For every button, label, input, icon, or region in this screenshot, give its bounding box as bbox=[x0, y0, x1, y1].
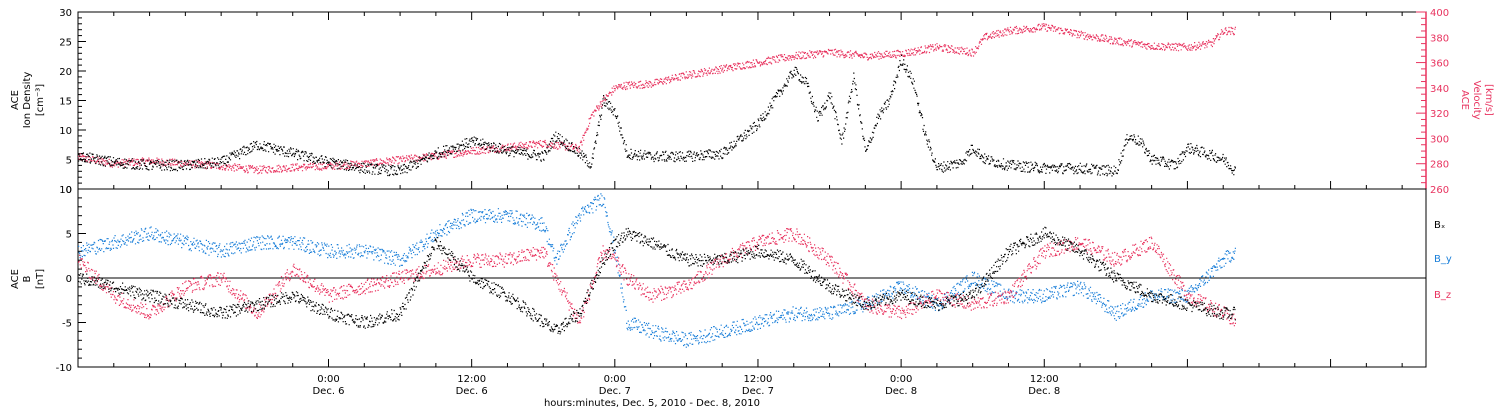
top-left-tick-label: 10 bbox=[59, 126, 72, 137]
bottom-panel-series bbox=[78, 193, 1236, 348]
top-left-tick-label: 5 bbox=[66, 156, 72, 167]
velocity-ylabel-line3: [km/s] bbox=[1483, 84, 1494, 116]
top-panel-density-velocity: 0 5 10 15 20 25 30 260 280 300 320 340 360 380 400 AC… bbox=[10, 8, 1494, 196]
bfield-ylabel-line2: B bbox=[22, 275, 33, 282]
series-density bbox=[78, 54, 1236, 177]
legend-bx: Bₓ bbox=[1434, 220, 1445, 231]
series-points-bx bbox=[78, 226, 1236, 335]
bottom-left-tick-label: 10 bbox=[59, 185, 72, 196]
bottom-left-tick-label: 5 bbox=[66, 230, 72, 241]
x-tick-time-label: 0:00 bbox=[604, 374, 626, 385]
series-bz bbox=[78, 228, 1236, 327]
top-left-tick-label: 20 bbox=[59, 67, 72, 78]
top-right-tick-label: 340 bbox=[1430, 84, 1449, 95]
x-tick-day-label: Dec. 7 bbox=[599, 386, 631, 397]
x-tick-time-label: 0:00 bbox=[317, 374, 339, 385]
series-points-bz bbox=[78, 228, 1236, 327]
top-right-tick-label: 360 bbox=[1430, 59, 1449, 70]
legend-by: B_y bbox=[1434, 254, 1452, 265]
series-by bbox=[78, 193, 1236, 348]
top-left-tick-label: 25 bbox=[59, 38, 72, 49]
top-left-tick-label: 15 bbox=[59, 97, 72, 108]
x-tick-time-label: 12:00 bbox=[457, 374, 486, 385]
top-right-tick-label: 280 bbox=[1430, 160, 1449, 171]
density-ylabel-line2: Ion Density bbox=[22, 72, 33, 129]
x-axis-ticks bbox=[77, 12, 1403, 367]
top-right-axis-ticks: 260 280 300 320 340 360 380 400 bbox=[1416, 8, 1449, 196]
top-right-tick-label: 300 bbox=[1430, 134, 1449, 145]
top-left-axis-ticks: 0 5 10 15 20 25 30 bbox=[59, 8, 86, 196]
density-ylabel-line3: [cm⁻³] bbox=[35, 84, 46, 116]
top-right-tick-label: 400 bbox=[1430, 8, 1449, 19]
legend-bz: B_z bbox=[1434, 290, 1451, 301]
series-velocity bbox=[78, 23, 1236, 175]
series-points-by bbox=[78, 193, 1236, 348]
series-bx bbox=[78, 226, 1236, 335]
series-points-velocity bbox=[78, 23, 1236, 175]
top-panel-series bbox=[78, 23, 1236, 177]
x-tick-day-label: Dec. 6 bbox=[456, 386, 488, 397]
bottom-left-tick-label: 0 bbox=[66, 274, 72, 285]
x-tick-time-label: 12:00 bbox=[744, 374, 773, 385]
top-right-tick-label: 260 bbox=[1430, 185, 1449, 196]
top-left-tick-label: 30 bbox=[59, 8, 72, 19]
x-axis-title: hours:minutes, Dec. 5, 2010 - Dec. 8, 20… bbox=[544, 398, 760, 409]
density-ylabel-line1: ACE bbox=[10, 90, 21, 110]
series-points-density bbox=[78, 54, 1236, 177]
x-tick-day-label: Dec. 6 bbox=[312, 386, 344, 397]
bottom-left-tick-label: -10 bbox=[56, 363, 72, 374]
top-right-tick-label: 320 bbox=[1430, 109, 1449, 120]
top-left-tick-label: 0 bbox=[66, 185, 72, 196]
x-tick-time-label: 0:00 bbox=[890, 374, 912, 385]
velocity-ylabel-line1: ACE bbox=[1459, 90, 1470, 110]
x-tick-day-label: Dec. 8 bbox=[885, 386, 917, 397]
bfield-ylabel-line3: [nT] bbox=[35, 269, 46, 289]
bfield-legend: Bₓ B_y B_z bbox=[1434, 220, 1452, 301]
velocity-ylabel-line2: Velocity bbox=[1471, 80, 1482, 119]
x-tick-day-label: Dec. 8 bbox=[1028, 386, 1060, 397]
bottom-left-tick-label: -5 bbox=[62, 319, 72, 330]
x-tick-time-label: 12:00 bbox=[1030, 374, 1059, 385]
top-panel-frame bbox=[77, 11, 1427, 190]
bottom-panel-magnetic-field: -10 -5 0 5 10 ACE B [nT] Bₓ B_y B_z bbox=[10, 185, 1452, 374]
x-tick-day-label: Dec. 7 bbox=[742, 386, 774, 397]
top-right-tick-label: 380 bbox=[1430, 33, 1449, 44]
bfield-ylabel-line1: ACE bbox=[10, 269, 21, 289]
